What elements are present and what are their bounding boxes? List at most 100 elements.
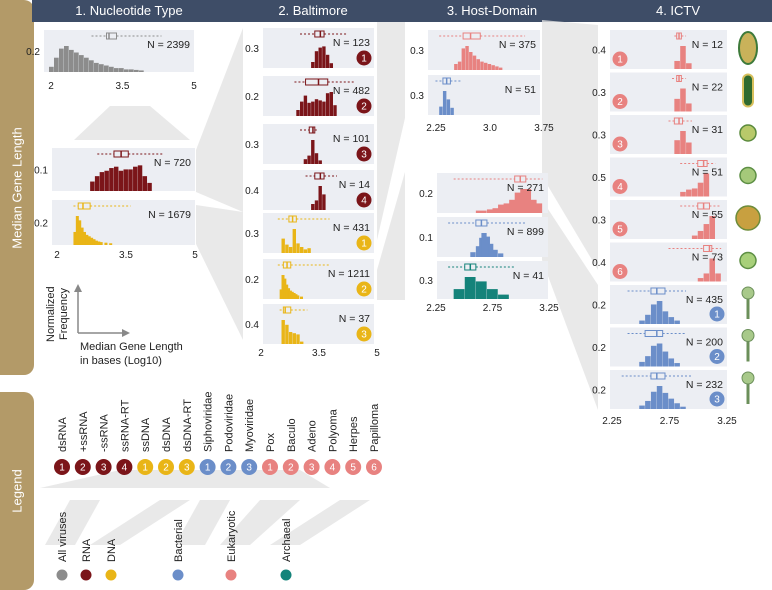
ictv-9-bar-3 (656, 386, 663, 409)
ictv-5-bar-0 (691, 235, 698, 239)
balt-2-bar-6 (318, 100, 322, 116)
ictv-8-bar-3 (656, 343, 663, 367)
ictv-1-n: N = 12 (692, 39, 723, 51)
legend-badge-8 (199, 459, 216, 475)
virus-icon-5 (735, 205, 761, 231)
host-bac-top-bar-1 (442, 91, 447, 115)
balt-1-bar-3 (322, 46, 326, 68)
balt-5-bar-0 (281, 238, 285, 253)
host-euk-top-box (462, 32, 481, 40)
nt-all-bar-15 (124, 69, 129, 72)
balt-2-badge-num: 2 (361, 102, 367, 113)
nt-bottom-xtick-2: 5 (192, 250, 198, 261)
nt-all-bar-2 (59, 48, 64, 72)
nt-all-bar-10 (99, 64, 104, 72)
ictv-6-bar-2 (709, 258, 715, 282)
balt-3-bar-4 (318, 160, 322, 164)
ictv-4-bar-2 (691, 188, 698, 197)
balt-7-box (282, 306, 292, 314)
legend-badge-num-15: 5 (350, 463, 356, 474)
host-euk-n: N = 271 (507, 182, 544, 194)
host-euk-bar-9 (531, 203, 543, 213)
ictv-4-badge (612, 179, 628, 194)
nt-rna-bar-0 (90, 181, 95, 191)
host-arc-bar-2 (475, 281, 487, 299)
host-bac-bar-7 (498, 253, 504, 257)
ictv-7-n: N = 435 (686, 294, 723, 306)
ictv-5-bar-2 (703, 224, 710, 239)
legend-label-2: +ssRNA (78, 411, 90, 452)
ictv-9-badge-num: 3 (714, 395, 720, 406)
legend-group-6: Archaeal (281, 519, 293, 562)
ictv-3-badge-num: 3 (617, 140, 623, 151)
ictv-6-box (703, 245, 713, 252)
nt-rna-bar-2 (99, 172, 105, 191)
funnel-dna-baltimore (196, 205, 243, 340)
balt-4-ytick: 0.4 (245, 186, 259, 197)
column-header-bar: 1. Nucleotide Type 2. Baltimore 3. Host-… (32, 0, 772, 22)
nt-all-bar-1 (54, 57, 59, 72)
ictv-3-badge (612, 136, 628, 152)
nt-all-bar-17 (134, 69, 139, 72)
virus-icon-3 (739, 124, 757, 142)
host-euk-top-ytick: 0.3 (410, 46, 424, 57)
ictv-1-bar-2 (686, 63, 692, 69)
balt-6-n: N = 1211 (328, 268, 370, 280)
nt-dna-bar-4 (82, 231, 86, 245)
ictv-9-badge (709, 391, 725, 407)
nt-dna-bar-9 (94, 240, 98, 245)
nt-dna-bar-13 (109, 243, 113, 245)
balt-4-n: N = 14 (339, 179, 370, 191)
host-bottom-xtick-2: 3.25 (539, 303, 559, 314)
ictv-2-bar-0 (674, 98, 680, 112)
legend-badge-num-1: 1 (59, 463, 65, 474)
ictv-8-bar-2 (650, 345, 657, 367)
balt-6-bar-2 (283, 278, 287, 299)
legend-badge-num-6: 2 (163, 463, 169, 474)
ictv-7-bar-3 (656, 301, 663, 324)
nt-dna-bar-2 (78, 220, 82, 245)
host-bac-top-bar-3 (450, 107, 454, 115)
ictv-2-bar-2 (686, 103, 692, 112)
balt-6-bar-8 (294, 294, 298, 299)
ictv-8-bar-1 (645, 356, 651, 367)
ictv-9-bar-2 (650, 391, 657, 409)
ictv-6-bar-0 (697, 278, 704, 282)
ictv-4-badge-num: 4 (617, 182, 623, 193)
ictv-8-bar-5 (668, 358, 675, 367)
balt-1-bar-5 (329, 63, 333, 68)
host-euk-top-bar-8 (484, 62, 488, 70)
balt-5-n: N = 431 (333, 222, 370, 234)
legend-badge-7 (178, 459, 195, 475)
axis-note-y2: Frequency (58, 288, 70, 340)
funnel-rna-baltimore (196, 28, 243, 212)
nt-top-xtick-0: 2 (48, 81, 54, 92)
column-title-nucleotide: 1. Nucleotide Type (75, 3, 183, 18)
ictv-6-bar-3 (715, 273, 721, 282)
ictv-2-bg (610, 72, 727, 112)
nt-rna-bar-12 (147, 182, 152, 191)
balt-3-badge-num: 3 (361, 150, 367, 161)
ictv-xtick-0: 2.25 (602, 416, 622, 427)
legend-badge-num-7: 3 (184, 463, 190, 474)
host-euk-bar-5 (509, 199, 520, 213)
nt-all-bar-12 (109, 66, 114, 72)
host-bac-top-ytick: 0.3 (410, 91, 424, 102)
host-euk-top-bar-9 (487, 64, 492, 70)
balt-1-bar-1 (314, 51, 319, 68)
balt-2-bar-9 (329, 92, 333, 116)
virus-icon-8 (741, 329, 755, 342)
nt-rna-bar-5 (113, 166, 119, 191)
host-euk-bar-0 (475, 210, 487, 213)
nt-all-bar-4 (69, 49, 74, 72)
host-euk-top-bar-0 (454, 64, 458, 70)
balt-3-box (308, 126, 316, 134)
host-euk-top-bar-1 (457, 61, 462, 70)
legend-label-13: Adeno (307, 420, 319, 452)
nt-dna-bar-5 (85, 234, 89, 245)
balt-2-box (305, 78, 329, 86)
nt-rna-ytick: 0.1 (34, 166, 48, 177)
axis-note-y1: Normalized (45, 286, 57, 342)
balt-xtick-1: 3.5 (312, 348, 326, 359)
nt-rna-bar-10 (137, 165, 143, 191)
